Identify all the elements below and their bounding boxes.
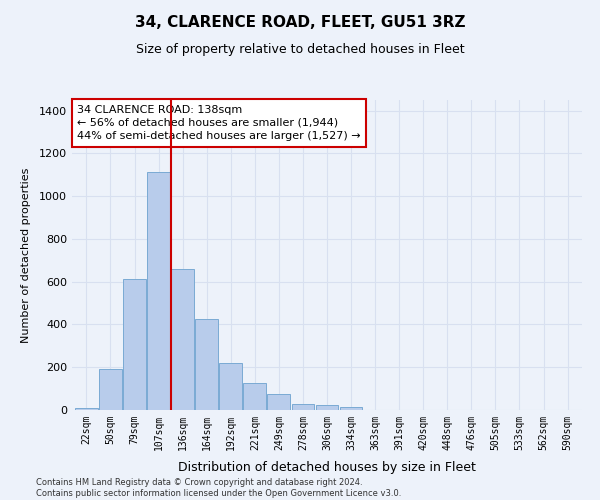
Bar: [268, 394, 290, 410]
Bar: [195, 319, 218, 410]
Text: Size of property relative to detached houses in Fleet: Size of property relative to detached ho…: [136, 42, 464, 56]
Bar: [75, 408, 98, 410]
Bar: [123, 278, 146, 410]
Bar: [99, 370, 122, 410]
Bar: [220, 363, 242, 410]
Bar: [171, 269, 194, 410]
Bar: [292, 404, 314, 410]
X-axis label: Distribution of detached houses by size in Fleet: Distribution of detached houses by size …: [178, 461, 476, 474]
Text: 34, CLARENCE ROAD, FLEET, GU51 3RZ: 34, CLARENCE ROAD, FLEET, GU51 3RZ: [135, 15, 465, 30]
Bar: [316, 404, 338, 410]
Text: 34 CLARENCE ROAD: 138sqm
← 56% of detached houses are smaller (1,944)
44% of sem: 34 CLARENCE ROAD: 138sqm ← 56% of detach…: [77, 104, 361, 141]
Y-axis label: Number of detached properties: Number of detached properties: [20, 168, 31, 342]
Text: Contains HM Land Registry data © Crown copyright and database right 2024.
Contai: Contains HM Land Registry data © Crown c…: [36, 478, 401, 498]
Bar: [147, 172, 170, 410]
Bar: [244, 384, 266, 410]
Bar: [340, 407, 362, 410]
